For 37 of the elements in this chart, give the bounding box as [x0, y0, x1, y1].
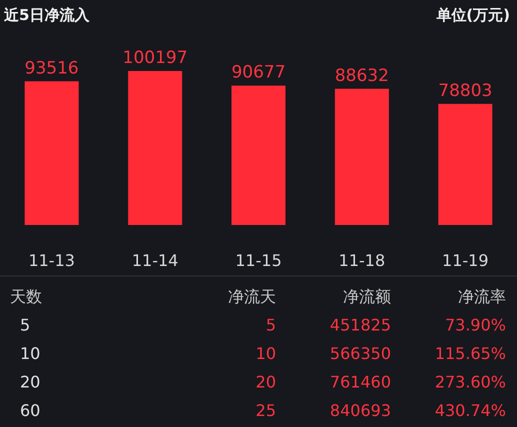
data-label: 93516 — [24, 58, 79, 78]
text: 566350 — [330, 344, 391, 363]
text: 60 — [20, 401, 40, 420]
x-tick-label: 11-15 — [235, 251, 282, 270]
x-tick-label: 11-18 — [338, 251, 386, 270]
data-label: 90677 — [231, 62, 286, 83]
text: 115.65% — [434, 344, 506, 363]
x-tick-label: 11-13 — [28, 251, 75, 270]
text: 273.60% — [434, 372, 506, 392]
text: 25 — [256, 401, 276, 420]
text: 10 — [256, 344, 276, 363]
text: 840693 — [330, 401, 391, 420]
text: 451825 — [330, 316, 391, 334]
chart-title: 近5日净流入 — [3, 6, 90, 24]
bar — [232, 86, 286, 225]
bar — [128, 71, 182, 225]
x-tick-label: 11-19 — [442, 251, 489, 270]
data-label: 78803 — [438, 80, 492, 101]
x-tick-label: 11-14 — [132, 251, 178, 270]
text: 20 — [256, 372, 276, 392]
text: 20 — [20, 372, 40, 392]
text: 净流额 — [343, 287, 391, 306]
data-label: 100197 — [122, 48, 188, 68]
bar — [334, 88, 389, 225]
text: 净流天 — [228, 287, 276, 306]
text: 5 — [20, 316, 30, 334]
bar — [438, 104, 492, 225]
chart-subtitle: 单位(万元) — [435, 6, 510, 24]
text: 5 — [266, 316, 276, 334]
text: 430.74% — [434, 401, 506, 420]
text: 10 — [20, 344, 40, 363]
text: 73.90% — [444, 316, 506, 334]
bar — [24, 81, 79, 225]
data-label: 88632 — [334, 66, 389, 86]
text: 天数 — [10, 287, 42, 306]
text: 净流率 — [458, 287, 506, 306]
text: 761460 — [330, 372, 391, 392]
